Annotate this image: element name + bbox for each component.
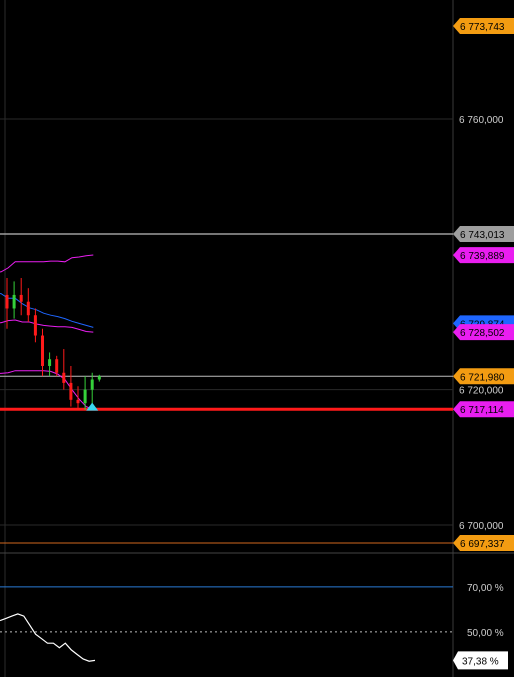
price-tag-bg (453, 368, 514, 385)
candle-body (12, 294, 16, 309)
candle-body (48, 359, 52, 366)
candle-body (69, 382, 73, 400)
oscillator-panel: 70,00 % 50,00 % 37,38 % (0, 583, 508, 670)
candle-body (97, 376, 101, 380)
price-tag-bg (453, 225, 514, 242)
band-lower-inner (0, 319, 94, 333)
band-middle (0, 293, 94, 328)
candle-body (19, 294, 23, 302)
price-tag: 6 721,980 (453, 368, 514, 385)
candle-body (90, 379, 94, 390)
price-levels (0, 233, 453, 544)
oscillator-level-label: 50,00 % (467, 628, 504, 639)
price-tag-bg (453, 324, 514, 341)
price-tag: 6 717,114 (453, 401, 514, 418)
price-axis: 6 760,000 6 720,000 6 700,000 6 773,743 6 74… (453, 18, 514, 552)
oscillator-current-label: 37,38 % (462, 656, 499, 667)
oscillator-current-bg (453, 651, 508, 670)
candle-body (83, 389, 87, 404)
indicator-bands (0, 254, 94, 410)
price-tag-label: 6 721,980 (460, 372, 505, 383)
price-tag-label: 6 728,502 (460, 328, 505, 339)
candle-body (76, 399, 80, 404)
price-tag: 6 728,502 (453, 324, 514, 341)
price-tick-label: 6 760,000 (459, 115, 504, 126)
band-lower (0, 370, 94, 410)
price-tag: 6 697,337 (453, 535, 514, 552)
candle-body (55, 359, 59, 373)
price-tag-label: 6 717,114 (460, 405, 504, 416)
signal-triangle-icon (86, 402, 99, 411)
price-tag-label: 6 739,889 (460, 251, 505, 262)
candle-body (26, 301, 30, 316)
candle-body (62, 372, 66, 383)
candle-body (41, 335, 44, 366)
band-upper (0, 254, 94, 273)
oscillator-current-tag: 37,38 % (453, 651, 508, 670)
candlesticks (5, 278, 101, 410)
oscillator-line (0, 613, 96, 662)
price-tag: 6 739,889 (453, 247, 514, 264)
price-tag-bg (453, 18, 514, 34)
price-tag-label: 6 697,337 (460, 539, 505, 550)
price-tag-bg (453, 247, 514, 264)
oscillator-level-label: 70,00 % (467, 583, 504, 594)
price-tag-bg (453, 535, 514, 552)
price-tag-label: 6 743,013 (460, 230, 505, 241)
price-tag: 6 743,013 (453, 225, 514, 242)
candle-body (5, 294, 9, 309)
signal-markers (86, 402, 99, 411)
price-tag-bg (453, 401, 514, 418)
price-tag-label: 6 773,743 (460, 22, 505, 33)
price-tick-label: 6 700,000 (459, 521, 504, 532)
price-tag: 6 773,743 (453, 18, 514, 34)
candle-body (33, 315, 37, 336)
price-tick-label: 6 720,000 (459, 386, 504, 397)
